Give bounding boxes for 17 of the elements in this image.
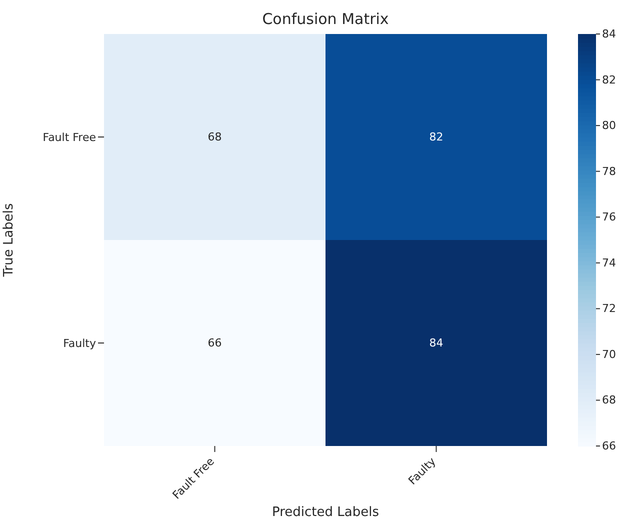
y-axis-title: True Labels <box>2 202 17 278</box>
color-bar-label: 70 <box>602 348 616 361</box>
color-bar-label: 66 <box>602 440 616 452</box>
color-bar-label: 68 <box>602 394 616 407</box>
color-bar-label: 84 <box>602 28 616 40</box>
color-bar-label: 76 <box>602 210 616 224</box>
data-label: 68 <box>208 130 222 144</box>
data-label: 82 <box>429 130 444 144</box>
chart-title: Confusion Matrix <box>261 10 390 28</box>
color-bar-label: 80 <box>602 119 616 132</box>
color-bar-label: 82 <box>602 73 616 86</box>
data-label: 66 <box>208 336 222 350</box>
data-label: 84 <box>429 336 444 350</box>
color-bar-label: 72 <box>602 302 616 316</box>
color-bar-label: 74 <box>602 256 616 270</box>
color-bar-label: 78 <box>602 164 616 178</box>
x-axis-title: Predicted Labels <box>272 505 380 520</box>
